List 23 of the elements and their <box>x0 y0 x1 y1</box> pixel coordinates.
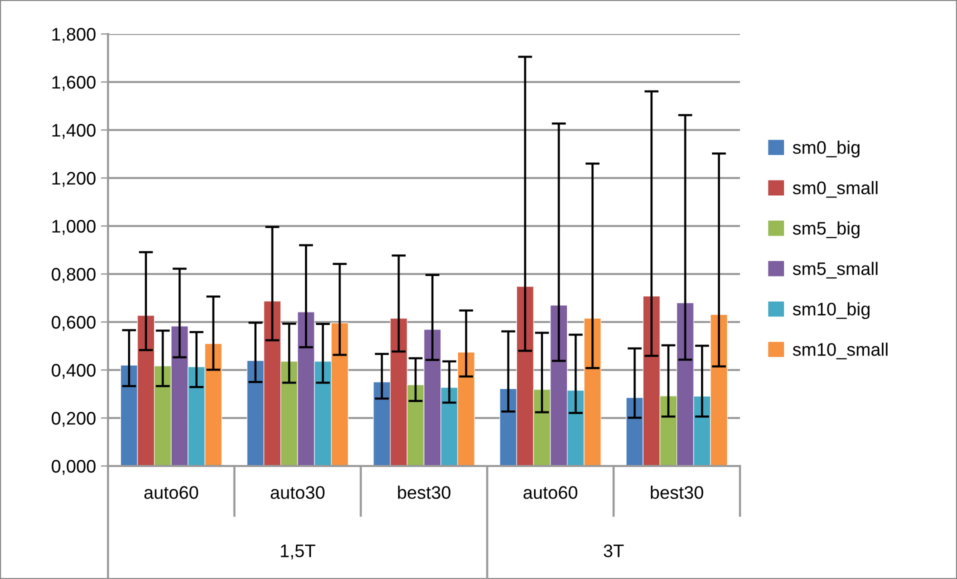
x-tick-label: auto60 <box>524 486 578 499</box>
y-tick-label: 1,800 <box>52 28 96 43</box>
y-tick-label: 1,600 <box>52 76 96 91</box>
legend-label: sm0_small <box>792 181 878 198</box>
y-tick-label: 1,400 <box>52 124 96 139</box>
text: 3T <box>604 544 624 558</box>
y-tick-label: 1,200 <box>52 172 96 187</box>
x-tick-label: best30 <box>650 486 704 499</box>
legend-label: sm0_big <box>792 140 860 158</box>
x-tick-label: auto60 <box>144 486 198 499</box>
y-tick-label: 0,200 <box>52 412 96 427</box>
y-tick-label: 1,000 <box>52 220 96 235</box>
y-tick-label: 0,000 <box>52 460 96 475</box>
legend-label: sm5_small <box>792 262 878 279</box>
y-tick-label: 0,800 <box>52 268 96 283</box>
x-tick-label: best30 <box>398 486 450 499</box>
legend-label: sm10_small <box>792 342 888 360</box>
legend-label: sm10_big <box>792 302 870 320</box>
text: 1,5T <box>280 544 316 560</box>
x-tick-label: auto30 <box>270 486 325 499</box>
legend-label: sm5_big <box>792 221 860 238</box>
y-tick-label: 0,600 <box>52 316 96 331</box>
y-tick-label: 0,400 <box>52 364 96 379</box>
